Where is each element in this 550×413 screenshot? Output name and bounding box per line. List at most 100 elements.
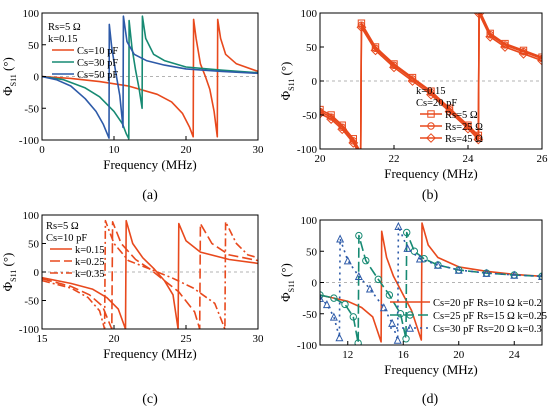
data-point-marker: [357, 152, 365, 160]
data-point-marker: [354, 339, 362, 345]
x-tick-label: 26: [537, 153, 549, 165]
data-point-marker: [420, 255, 428, 263]
y-tick-label: -50: [302, 309, 317, 321]
legend-entry: Rs=45 Ω: [445, 134, 483, 145]
y-tick-label: -50: [302, 110, 317, 122]
y-tick-label: 100: [301, 8, 318, 20]
y-axis-label: ΦS11 (°): [0, 57, 18, 96]
y-tick-label: 0: [312, 278, 318, 290]
legend: Cs=20 pF Rs=10 Ω k=0.2 Cs=25 pF Rs=15 Ω k…: [390, 298, 547, 335]
data-point-marker: [362, 256, 370, 265]
data-point-marker: [475, 13, 483, 14]
series-group: [320, 221, 542, 345]
data-point-marker: [355, 231, 363, 240]
x-tick-label: 15: [37, 333, 49, 345]
x-axis-label: Frequency (MHz): [103, 346, 197, 361]
series-group: [42, 219, 258, 329]
x-tick-label: 25: [181, 333, 193, 345]
y-axis-label: ΦS11 (°): [0, 253, 18, 292]
x-tick-label: 10: [109, 144, 121, 156]
data-point-marker: [320, 293, 325, 302]
data-point-marker: [389, 62, 399, 73]
y-tick-label: -100: [19, 324, 40, 336]
series-line-3: [42, 15, 258, 139]
panel-caption: (a): [142, 188, 158, 203]
y-tick-label: 50: [28, 239, 40, 251]
panel-caption: (d): [422, 392, 439, 407]
data-point-marker: [356, 22, 367, 33]
x-axis-label: Frequency (MHz): [384, 166, 478, 181]
x-tick-label: 30: [253, 144, 265, 156]
data-point-marker: [335, 333, 344, 342]
data-point-marker: [322, 300, 331, 309]
data-point-marker: [519, 48, 528, 56]
data-point-marker: [357, 148, 365, 149]
y-tick-label: 50: [28, 40, 40, 52]
data-point-marker: [444, 106, 455, 117]
legend-title: Cs=10 pF: [46, 233, 87, 244]
legend-entry: k=0.35: [75, 269, 105, 280]
legend-marker: [405, 323, 415, 332]
data-point-marker: [394, 221, 403, 230]
legend-marker: [406, 311, 414, 319]
x-tick-label: 16: [398, 349, 410, 361]
legend-marker: [427, 122, 435, 130]
legend-entry: Cs=10 pF: [77, 46, 118, 57]
data-point-marker: [370, 45, 381, 56]
data-point-marker: [341, 300, 349, 309]
y-tick-label: -50: [24, 103, 39, 115]
x-tick-label: 24: [463, 153, 475, 165]
data-point-marker: [320, 105, 324, 114]
data-point-marker: [388, 318, 397, 327]
y-tick-label: 100: [23, 8, 40, 20]
legend-title: Rs=5 Ω: [46, 221, 79, 232]
data-point-marker: [379, 303, 388, 312]
series-line-1: [42, 18, 258, 138]
legend-marker: [427, 110, 435, 118]
legend: Rs=5 ΩCs=10 pFk=0.15k=0.25k=0.35: [46, 221, 105, 280]
legend-entry: Cs=25 pF Rs=15 Ω k=0.25: [433, 311, 547, 322]
data-point-marker: [402, 335, 410, 343]
data-point-marker: [374, 275, 382, 284]
x-axis-label: Frequency (MHz): [103, 157, 197, 172]
data-point-marker: [486, 31, 494, 39]
data-point-marker: [473, 134, 484, 145]
data-point-marker: [326, 114, 337, 124]
data-point-marker: [365, 284, 374, 293]
data-point-marker: [403, 228, 411, 237]
data-point-marker: [500, 42, 510, 52]
series-line-3: [42, 219, 258, 329]
y-tick-label: 100: [23, 210, 40, 222]
legend-entry: Cs=20 pF Rs=10 Ω k=0.2: [433, 298, 542, 309]
chart-panel-1: 0 10 20 30 -100 -50 0 50 100 Frequency (MHz) ΦS11 …: [0, 8, 264, 203]
legend-entry: Cs=30 pF: [77, 58, 118, 69]
x-tick-label: 24: [509, 349, 521, 361]
panel-caption: (b): [422, 188, 439, 203]
x-tick-label: 20: [453, 349, 465, 361]
data-point-marker: [474, 13, 485, 19]
legend-entry: Rs=5 Ω: [445, 110, 478, 121]
data-point-marker: [415, 254, 424, 263]
y-tick-label: 50: [306, 42, 318, 54]
legend-marker: [426, 133, 436, 143]
data-point-marker: [537, 55, 542, 66]
data-point-marker: [482, 268, 491, 277]
legend-title: Rs=5 Ω: [48, 22, 81, 33]
data-point-marker: [320, 108, 325, 119]
series-line-2: [320, 231, 542, 344]
x-tick-label: 20: [109, 333, 121, 345]
legend-entry: Rs=25 Ω: [445, 122, 483, 133]
y-tick-label: -100: [297, 144, 318, 156]
data-point-marker: [320, 107, 324, 116]
y-tick-label: -100: [19, 135, 40, 147]
y-axis-label: ΦS11 (°): [278, 62, 296, 101]
legend-title: k=0.15: [416, 86, 446, 97]
y-tick-label: 0: [34, 72, 40, 84]
legend-entry: Cs=50 pF: [77, 70, 118, 81]
data-point-marker: [385, 291, 394, 299]
x-tick-label: 22: [389, 153, 400, 165]
data-point-marker: [537, 271, 542, 280]
data-point-marker: [371, 44, 380, 53]
